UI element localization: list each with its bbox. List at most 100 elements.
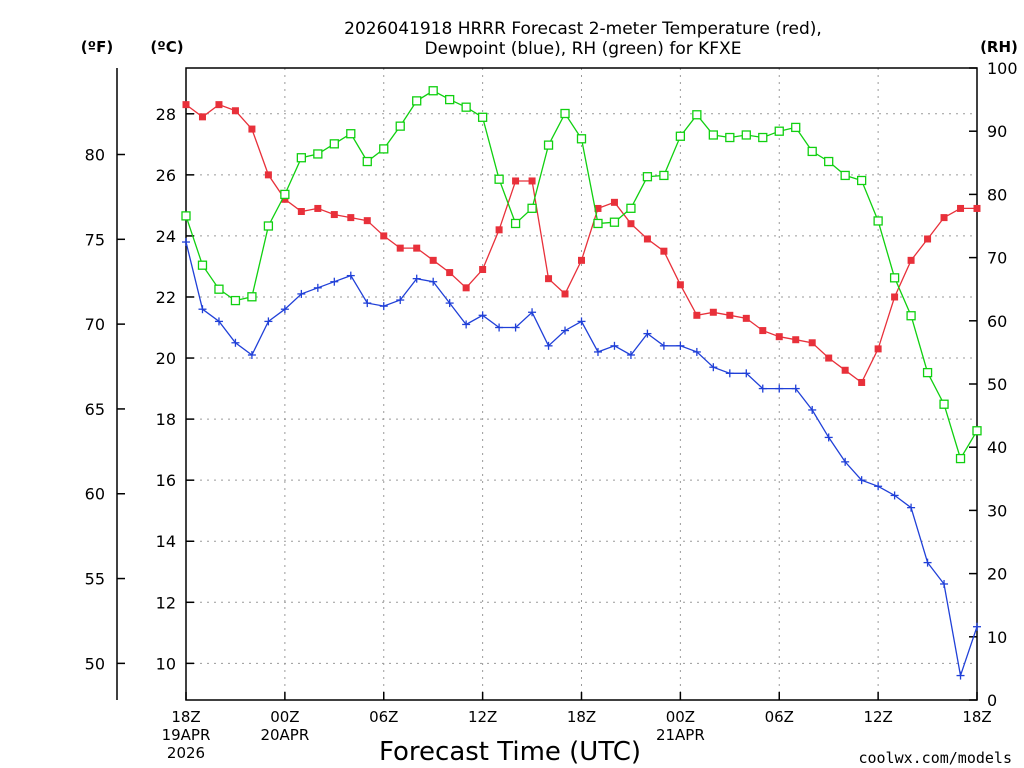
relative_humidity-point xyxy=(675,131,686,141)
temperature-point xyxy=(297,207,305,215)
temperature-series xyxy=(182,101,981,386)
relative_humidity-point xyxy=(708,130,718,140)
relative_humidity-point xyxy=(296,153,307,163)
relative_humidity-point xyxy=(774,126,784,136)
celsius-tick-label: 12 xyxy=(156,593,176,612)
relative_humidity-point xyxy=(477,112,488,122)
temperature-point xyxy=(874,345,882,353)
x-tick-label: 18Z xyxy=(962,708,991,726)
relative_humidity-series xyxy=(181,86,982,464)
relative_humidity-point xyxy=(593,218,603,229)
x-tick-label: 00Z xyxy=(666,708,695,726)
dewpoint-point xyxy=(659,341,668,350)
temperature-point xyxy=(973,204,981,212)
dewpoint-point xyxy=(511,323,520,332)
temperature-point xyxy=(413,244,421,252)
dewpoint-point xyxy=(907,503,916,512)
celsius-tick-label: 24 xyxy=(156,227,176,246)
temperature-point xyxy=(264,171,272,179)
dewpoint-point xyxy=(890,491,899,500)
dewpoint-point xyxy=(923,558,932,567)
relative_humidity-point xyxy=(741,130,751,140)
relative_humidity-point xyxy=(939,399,949,409)
temperature-point xyxy=(594,204,602,212)
relative_humidity-point xyxy=(626,203,636,213)
dewpoint-point xyxy=(445,299,454,308)
dewpoint-point xyxy=(824,433,833,442)
relative_humidity-point xyxy=(824,156,834,167)
relative_humidity-point xyxy=(494,174,504,184)
temperature-point xyxy=(610,198,618,206)
relative_humidity-point xyxy=(906,311,916,321)
dewpoint-point xyxy=(775,384,784,393)
dewpoint-point xyxy=(857,476,866,485)
temperature-point xyxy=(248,125,256,133)
dewpoint-point xyxy=(429,277,438,286)
relative_humidity-point xyxy=(955,453,966,464)
dewpoint-point xyxy=(626,350,635,359)
rh-tick-label: 60 xyxy=(987,312,1007,331)
relative_humidity-point xyxy=(856,175,867,186)
dewpoint-point xyxy=(478,311,487,320)
dewpoint-point xyxy=(808,405,817,414)
temperature-point xyxy=(528,177,536,185)
temperature-point xyxy=(462,284,470,292)
dewpoint-point xyxy=(561,326,570,335)
date-label: 19APR xyxy=(162,726,211,744)
x-tick-label: 00Z xyxy=(270,708,299,726)
year-label: 2026 xyxy=(167,744,205,762)
dewpoint-point xyxy=(940,579,949,588)
relative_humidity-point xyxy=(873,216,883,226)
date-label: 20APR xyxy=(260,726,309,744)
chart-title-line1: 2026041918 HRRR Forecast 2-meter Tempera… xyxy=(344,19,822,39)
x-tick-label: 18Z xyxy=(567,708,596,726)
dewpoint-point xyxy=(182,238,190,247)
x-tick-label: 18Z xyxy=(171,708,200,726)
dewpoint-point xyxy=(956,671,965,680)
relative_humidity-point xyxy=(379,144,389,154)
dewpoint-point xyxy=(379,302,388,311)
temperature-point xyxy=(231,107,239,115)
temperature-point xyxy=(545,275,553,283)
relative_humidity-point xyxy=(576,134,587,144)
temperature-point xyxy=(742,314,750,322)
relative_humidity-point xyxy=(807,146,817,157)
temperature-point xyxy=(495,226,503,234)
dewpoint-point xyxy=(676,341,685,350)
fahrenheit-tick-label: 65 xyxy=(85,400,105,419)
relative_humidity-point xyxy=(510,218,521,229)
celsius-tick-label: 10 xyxy=(156,654,176,673)
dewpoint-point xyxy=(643,329,652,338)
relative_humidity-point xyxy=(445,94,455,105)
temperature-point xyxy=(759,327,767,335)
temperature-point xyxy=(676,281,684,289)
fahrenheit-tick-label: 80 xyxy=(85,146,105,165)
temperature-point xyxy=(841,366,849,374)
relative_humidity-point xyxy=(412,96,422,106)
temperature-point xyxy=(907,256,915,264)
temperature-point xyxy=(808,339,816,347)
relative_humidity-point xyxy=(659,170,669,181)
rh-tick-label: 20 xyxy=(987,565,1007,584)
temperature-point xyxy=(957,204,965,212)
dewpoint-point xyxy=(247,350,256,359)
temperature-point xyxy=(281,195,289,203)
dewpoint-point xyxy=(709,363,718,372)
temperature-point xyxy=(792,336,800,344)
x-tick-label: 06Z xyxy=(369,708,398,726)
relative_humidity-point xyxy=(461,102,471,112)
temperature-point xyxy=(709,308,717,316)
relative_humidity-point xyxy=(329,139,339,149)
temperature-point xyxy=(891,293,899,301)
dewpoint-point xyxy=(528,308,537,317)
dewpoint-point xyxy=(396,296,405,305)
relative_humidity-point xyxy=(840,170,850,181)
relative_humidity-point xyxy=(642,172,653,182)
rh-tick-label: 100 xyxy=(987,59,1018,78)
rh-tick-label: 30 xyxy=(987,501,1007,520)
temperature-point xyxy=(726,311,734,319)
temperature-point xyxy=(215,101,223,109)
relative_humidity-point xyxy=(560,108,570,119)
dewpoint-point xyxy=(692,347,701,356)
